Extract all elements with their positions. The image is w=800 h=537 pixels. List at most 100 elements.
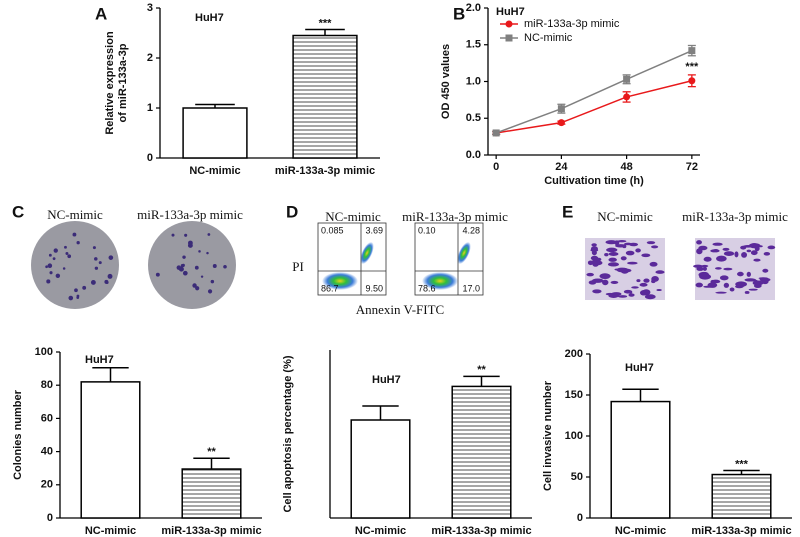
colony	[76, 296, 80, 300]
colony-plate	[31, 221, 119, 309]
colony	[74, 288, 78, 293]
y-tick-label: 20	[41, 479, 53, 491]
invading-cell	[729, 287, 735, 292]
invading-cell	[602, 279, 609, 286]
invading-cell	[699, 273, 712, 280]
colony	[176, 265, 182, 270]
invading-cell	[627, 261, 638, 265]
y-axis-label: OD 450 values	[440, 44, 452, 119]
colony	[82, 285, 87, 290]
quadrant-value: 9.50	[365, 283, 383, 293]
x-axis-label: Cultivation time (h)	[544, 175, 644, 187]
colony	[92, 246, 96, 250]
x-tick-label: miR-133a-3p mimic	[275, 165, 375, 177]
invading-cell	[752, 280, 764, 286]
invading-cell	[715, 291, 727, 294]
invading-cell	[753, 258, 761, 262]
bar	[182, 107, 248, 159]
point	[557, 119, 565, 127]
invading-cell	[629, 242, 639, 247]
x-tick-label: 0	[493, 161, 499, 173]
invading-cell	[636, 279, 641, 283]
invading-cell	[715, 267, 722, 270]
y-tick-label: 3	[147, 2, 153, 14]
image-panels: C NC-mimic miR-133a-3p mimic D NC-mimic …	[12, 202, 788, 317]
colony	[47, 263, 53, 268]
invading-cell	[767, 245, 776, 250]
colony	[65, 252, 69, 256]
quadrant-value: 0.10	[418, 225, 436, 235]
invading-cell	[649, 261, 658, 267]
invading-cell	[616, 267, 628, 273]
invading-cell	[646, 241, 656, 245]
y-tick-label: 2.0	[466, 2, 481, 14]
chart-title: HuH7	[625, 362, 654, 374]
colony	[55, 273, 61, 279]
colony	[195, 286, 200, 291]
y-tick-label: 200	[565, 348, 583, 360]
significance: ***	[685, 61, 699, 73]
y-axis-label: Relative expression	[104, 31, 116, 135]
invading-cell	[592, 289, 602, 294]
invading-cell	[735, 285, 744, 289]
series-line	[496, 80, 693, 134]
flow-y-label: PI	[292, 259, 304, 274]
legend-label: NC-mimic	[524, 32, 573, 44]
invading-cell	[746, 249, 752, 253]
caption: NC-mimic	[47, 207, 103, 222]
x-tick-label: 48	[620, 161, 632, 173]
y-tick-label: 1.0	[466, 75, 481, 87]
invading-cell	[644, 294, 656, 300]
chart-title: HuH7	[372, 374, 401, 386]
caption: NC-mimic	[597, 209, 653, 224]
y-tick-label: 0.0	[466, 149, 481, 161]
colony	[45, 265, 48, 269]
colony	[68, 295, 74, 301]
y-tick-label: 50	[571, 471, 583, 483]
y-tick-label: 0.5	[466, 112, 481, 124]
colony	[182, 255, 186, 259]
colony	[187, 240, 193, 246]
quadrant-value: 78.6	[418, 283, 436, 293]
significance: ***	[735, 458, 749, 470]
colony	[62, 267, 66, 270]
panel-label: E	[562, 202, 573, 221]
colony	[98, 261, 102, 265]
colony	[76, 241, 80, 245]
quadrant-value: 3.69	[365, 225, 383, 235]
colony	[64, 245, 67, 249]
colony	[194, 265, 199, 270]
bar	[350, 419, 411, 519]
x-tick-label: miR-133a-3p mimic	[161, 525, 261, 537]
invading-cell	[702, 266, 707, 271]
point	[623, 75, 631, 83]
bar	[610, 400, 671, 519]
x-tick-label: NC-mimic	[355, 525, 406, 537]
invading-cell	[655, 270, 665, 274]
y-tick-label: 80	[41, 379, 53, 391]
y-axis-label: Cell apoptosis percentage (%)	[282, 355, 294, 512]
point	[688, 47, 696, 55]
colony	[94, 257, 98, 261]
invading-cell	[723, 282, 730, 288]
x-tick-label: NC-mimic	[615, 525, 666, 537]
colony	[171, 233, 175, 237]
colony	[198, 250, 201, 253]
invading-cell	[754, 245, 760, 252]
legend-marker	[505, 20, 513, 28]
invading-cell	[596, 257, 602, 262]
colony	[210, 279, 215, 284]
caption: miR-133a-3p mimic	[137, 207, 243, 222]
colony-plate	[148, 221, 236, 309]
invading-cell	[635, 248, 641, 253]
flow-population	[457, 241, 471, 265]
y-tick-label: 0	[577, 512, 583, 524]
invading-cell	[698, 245, 708, 251]
y-tick-label: 100	[565, 430, 583, 442]
invading-cell	[761, 278, 769, 285]
invading-cell	[703, 256, 712, 262]
chart-title: HuH7	[85, 354, 114, 366]
colony	[207, 233, 211, 236]
colony	[155, 272, 160, 277]
invading-cell	[641, 253, 651, 258]
